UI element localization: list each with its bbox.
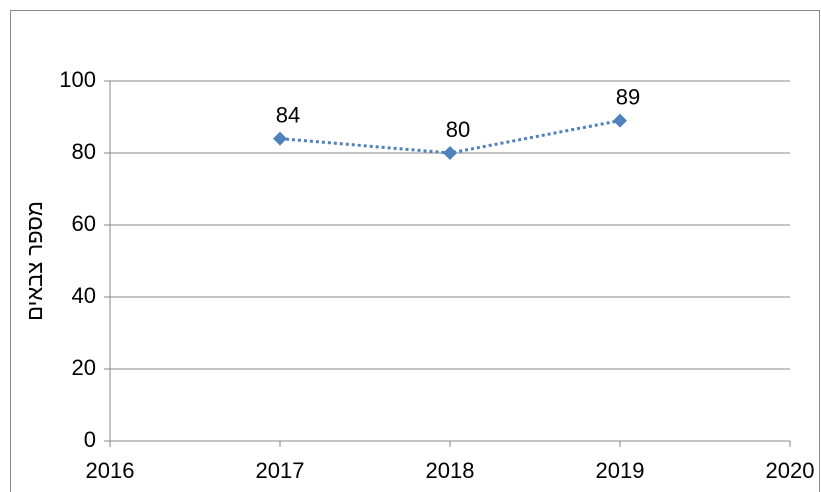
x-tick-label: 2017	[256, 458, 305, 483]
x-tick-label: 2020	[766, 458, 815, 483]
data-label: 89	[616, 84, 640, 109]
data-point	[273, 131, 287, 146]
y-tick-label: 100	[59, 67, 96, 92]
data-point	[613, 113, 627, 128]
data-label: 80	[446, 117, 470, 142]
y-tick-label: 0	[84, 427, 96, 452]
y-tick-label: 80	[72, 139, 96, 164]
data-point	[443, 146, 457, 160]
y-tick-label: 60	[72, 211, 96, 236]
x-tick-label: 2019	[596, 458, 645, 483]
chart-frame	[10, 10, 820, 492]
data-label: 84	[276, 102, 300, 127]
y-tick-label: 40	[72, 283, 96, 308]
y-axis-label: מספר צבאים	[22, 201, 47, 321]
y-tick-label: 20	[72, 355, 96, 380]
x-tick-label: 2018	[426, 458, 475, 483]
x-tick-label: 2016	[86, 458, 135, 483]
